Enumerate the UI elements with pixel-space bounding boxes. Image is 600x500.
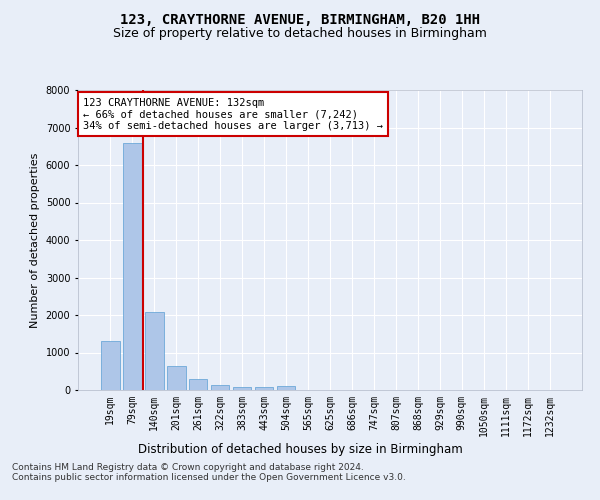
- Bar: [211, 385, 229, 390]
- Text: 123, CRAYTHORNE AVENUE, BIRMINGHAM, B20 1HH: 123, CRAYTHORNE AVENUE, BIRMINGHAM, B20 …: [120, 12, 480, 26]
- Text: 123 CRAYTHORNE AVENUE: 132sqm
← 66% of detached houses are smaller (7,242)
34% o: 123 CRAYTHORNE AVENUE: 132sqm ← 66% of d…: [83, 98, 383, 130]
- Text: Distribution of detached houses by size in Birmingham: Distribution of detached houses by size …: [137, 442, 463, 456]
- Bar: [123, 142, 142, 390]
- Bar: [101, 341, 119, 390]
- Bar: [277, 386, 295, 390]
- Bar: [167, 366, 185, 390]
- Text: Size of property relative to detached houses in Birmingham: Size of property relative to detached ho…: [113, 28, 487, 40]
- Y-axis label: Number of detached properties: Number of detached properties: [30, 152, 40, 328]
- Text: Contains HM Land Registry data © Crown copyright and database right 2024.: Contains HM Land Registry data © Crown c…: [12, 464, 364, 472]
- Bar: [189, 379, 208, 390]
- Bar: [145, 312, 164, 390]
- Text: Contains public sector information licensed under the Open Government Licence v3: Contains public sector information licen…: [12, 474, 406, 482]
- Bar: [255, 388, 274, 390]
- Bar: [233, 386, 251, 390]
